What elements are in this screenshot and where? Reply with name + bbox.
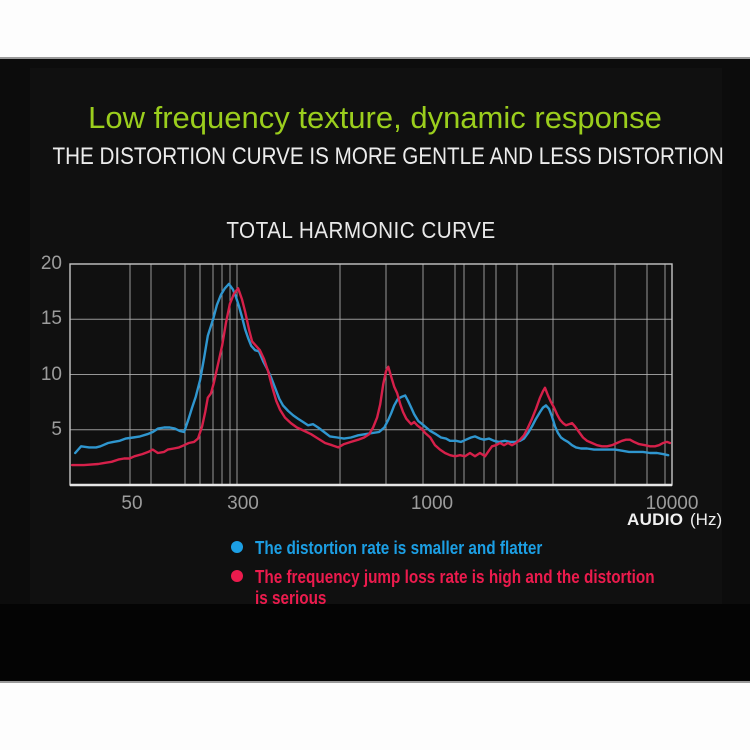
headline: Low frequency texture, dynamic response xyxy=(88,100,662,135)
x-tick-label: 50 xyxy=(121,493,143,514)
legend-item-blue: The distortion rate is smaller and flatt… xyxy=(231,538,593,559)
top-white-band xyxy=(0,0,750,59)
legend-dot-blue-icon xyxy=(231,541,243,553)
x-axis-unit-suffix: (Hz) xyxy=(690,510,723,529)
bottom-white-band xyxy=(0,681,750,750)
legend-label-blue: The distortion rate is smaller and flatt… xyxy=(255,538,543,558)
chart-title: TOTAL HARMONIC CURVE xyxy=(226,217,496,243)
y-tick-label: 20 xyxy=(40,253,62,274)
legend-label-red-line2: is serious xyxy=(255,588,327,608)
x-tick-label: 300 xyxy=(227,493,259,514)
legend-label-red-line1: The frequency jump loss rate is high and… xyxy=(255,567,655,587)
x-tick-label: 1000 xyxy=(410,493,454,514)
content-panel: Low frequency texture, dynamic response … xyxy=(0,59,750,681)
x-axis-unit-label: AUDIO (Hz) xyxy=(627,510,722,530)
x-axis-unit-prefix: AUDIO xyxy=(627,510,684,529)
legend-item-red: The frequency jump loss rate is high and… xyxy=(231,567,725,609)
x-tick-label: 10000 xyxy=(645,493,699,514)
bottom-dark-strip xyxy=(0,604,750,681)
subheadline: THE DISTORTION CURVE IS MORE GENTLE AND … xyxy=(52,143,724,170)
y-tick-label: 15 xyxy=(40,308,62,330)
legend-dot-red-icon xyxy=(231,570,243,582)
y-tick-label: 5 xyxy=(51,418,62,440)
y-tick-label: 10 xyxy=(40,363,62,385)
